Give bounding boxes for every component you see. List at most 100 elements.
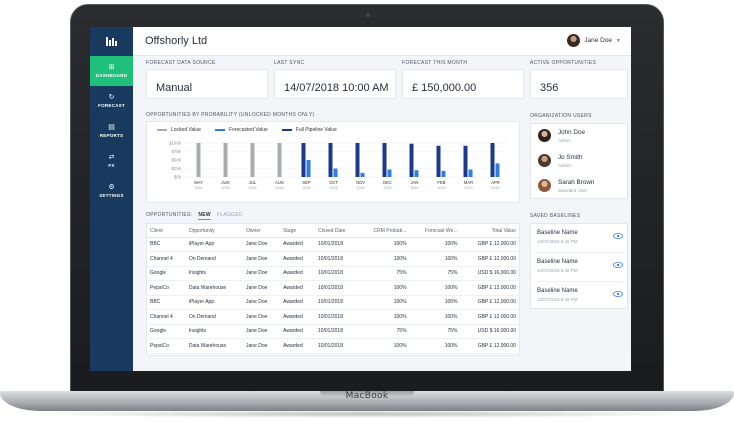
legend-item: Full Pipeline Value [281, 127, 337, 133]
nav-item-reports[interactable]: ▤ REPORTS [90, 116, 133, 146]
nav-item-label: DASHBOARD [95, 73, 128, 78]
user-row[interactable]: Jo Smith Admin [531, 149, 629, 174]
table-cell: 10/01/2018 [313, 324, 359, 339]
kpi-label: FORECAST DATA SOURCE [146, 60, 216, 66]
column-header[interactable]: Total Value [461, 225, 520, 238]
table-cell: Jane Doe [242, 338, 280, 354]
bar-forecasted [387, 169, 392, 177]
bar-forecasted [333, 168, 338, 177]
user-row[interactable]: Sarah Brown Standard User [531, 174, 629, 199]
chart-legend: Locked Value Forecasted Value Full Pipel… [157, 127, 337, 133]
column-header[interactable]: Opportunity [184, 225, 242, 238]
nav-item-settings[interactable]: ⚙ SETTINGS [90, 176, 133, 206]
camera [366, 13, 370, 17]
column-header[interactable]: Client [146, 225, 185, 238]
table-cell: Jane Doe [242, 309, 280, 325]
column-header[interactable]: Stage [279, 225, 314, 238]
bar-locked [196, 143, 201, 177]
table-cell: GBP £ 12,000.00 [461, 295, 520, 310]
x-tick-year: 2018 [303, 186, 311, 190]
table-row[interactable]: BBC iPlayer App Jane Doe Awarded 10/01/2018 1… [146, 295, 520, 310]
baseline-item[interactable]: Baseline Name 12/07/2018 6:46 PM [531, 253, 629, 282]
tabs-label: OPPORTUNITIES: [146, 212, 193, 218]
nav-item-label: REPORTS [99, 133, 124, 138]
table-cell: 10/01/2018 [313, 309, 359, 325]
table-cell: USD $ 16,000.00 [461, 266, 520, 281]
table-cell: 100% [410, 309, 462, 325]
page-title: Offshorly Ltd [145, 35, 208, 47]
table-cell: GBP £ 12,000.00 [461, 338, 520, 354]
table-cell: BBC [146, 237, 185, 252]
table-cell: iPlayer App [184, 295, 242, 310]
bar-pipeline [382, 143, 387, 177]
table-row[interactable]: Channel 4 On Demand Jane Doe Awarded 10/01/2… [146, 309, 520, 325]
tab-flagged[interactable]: FLAGGED [216, 212, 243, 218]
table-cell: 100% [358, 309, 411, 325]
table-cell: 10/01/2018 [313, 266, 359, 281]
table-cell: 75% [358, 324, 411, 339]
table-cell: GBP £ 12,000.00 [461, 309, 520, 325]
table-cell: Awarded [279, 237, 314, 252]
table-row[interactable]: PepsiCo Data Warehouse Jane Doe Awarded 10/0… [146, 338, 520, 354]
x-tick-label: JAN [411, 180, 419, 185]
x-tick-year: 2018 [357, 186, 365, 190]
table-cell: Google [146, 324, 185, 339]
table-row[interactable]: Channel 4 On Demand Jane Doe Awarded 10/01/2… [146, 251, 520, 267]
table-cell: GBP £ 12,000.00 [461, 280, 520, 296]
x-tick-label: MAY [194, 180, 203, 185]
y-tick-label: $75k [171, 149, 181, 154]
user-role: Admin [558, 138, 571, 143]
table-row[interactable]: Google Insights Jane Doe Awarded 10/01/2018 7… [146, 324, 520, 339]
table-row[interactable]: Google Insights Jane Doe Awarded 10/01/2018 7… [146, 266, 520, 281]
eye-icon[interactable] [613, 262, 623, 268]
avatar [538, 179, 551, 192]
column-header[interactable]: Forecast We... [410, 225, 462, 238]
baseline-item[interactable]: Baseline Name 12/07/2018 6:46 PM [531, 224, 629, 253]
eye-icon[interactable] [613, 233, 623, 239]
chart-card: Locked Value Forecasted Value Full Pipel… [146, 121, 520, 203]
table-header-row: Client Opportunity Owner Stage Closed Date CR… [146, 225, 520, 238]
table-cell: Awarded [279, 324, 314, 339]
user-name: Jane Doe [584, 37, 613, 44]
app-logo[interactable] [90, 27, 133, 56]
x-tick-year: 2019 [411, 186, 419, 190]
x-tick-label: FEB [437, 180, 445, 185]
table-cell: On Demand [184, 251, 242, 267]
bar-forecasted [360, 172, 365, 177]
tab-new[interactable]: NEW [198, 212, 211, 220]
nav-item-label: SETTINGS [99, 193, 124, 198]
kpi-label: ACTIVE OPPORTUNITIES [530, 60, 597, 66]
table-row[interactable]: PepsiCo Data Warehouse Jane Doe Awarded 10/0… [146, 280, 520, 296]
baseline-date: 12/07/2018 6:46 PM [537, 297, 578, 302]
avatar [567, 34, 581, 47]
org-users-title: ORGANIZATION USERS [530, 113, 592, 119]
user-row[interactable]: John Doe Admin [531, 124, 629, 149]
user-menu[interactable]: Jane Doe ▼ [567, 34, 621, 47]
x-tick-year: 2018 [195, 186, 203, 190]
table-cell: On Demand [184, 309, 242, 325]
table-row[interactable]: BBC iPlayer App Jane Doe Awarded 10/01/2018 1… [146, 237, 520, 252]
table-cell: 100% [358, 280, 411, 296]
eye-icon[interactable] [613, 291, 623, 297]
nav-item-dashboard[interactable]: ⊞ DASHBOARD [90, 56, 133, 86]
x-tick-year: 2018 [330, 186, 338, 190]
bar-locked [223, 143, 228, 177]
kpi-value: 14/07/2018 10:00 AM [284, 82, 389, 94]
column-header[interactable]: CRM Probab... [358, 225, 411, 238]
baseline-date: 12/07/2018 6:46 PM [537, 239, 578, 244]
user-role: Standard User [558, 188, 588, 193]
y-tick-label: $0k [174, 175, 182, 180]
baseline-item[interactable]: Baseline Name 12/07/2018 6:46 PM [531, 282, 629, 311]
column-header[interactable]: Owner [242, 225, 280, 238]
table-cell: 10/01/2018 [313, 295, 359, 310]
kpi-label: FORECAST THIS MONTH [402, 60, 468, 66]
laptop-shadow [20, 410, 714, 418]
table-cell: Awarded [279, 280, 314, 296]
column-header[interactable]: Closed Date [313, 225, 359, 238]
nav-item-forecast[interactable]: ↻ FORECAST [90, 86, 133, 116]
table-cell: PepsiCo [146, 338, 185, 354]
nav-item-fx[interactable]: ⇄ FX [90, 146, 133, 176]
kpi-value: Manual [156, 82, 193, 94]
org-users-card: John Doe Admin Jo Smith Admin Sarah Brow… [530, 123, 628, 199]
user-name: Sarah Brown [558, 179, 595, 186]
